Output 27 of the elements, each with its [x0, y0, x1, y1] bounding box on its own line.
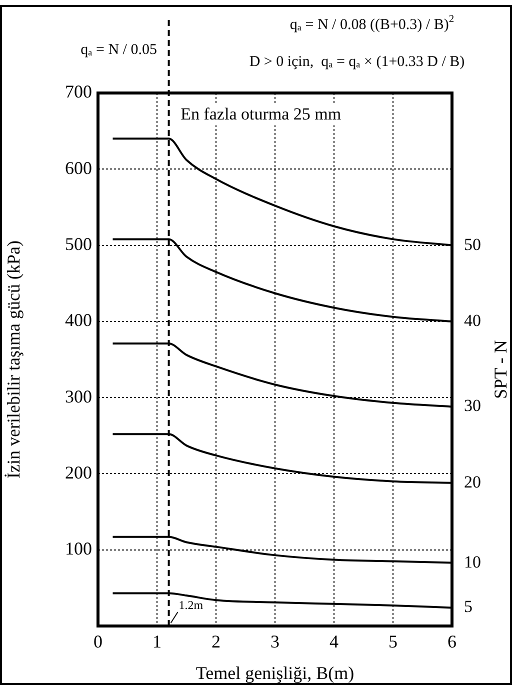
annotation: En fazla oturma 25 mm [180, 104, 342, 124]
series-label: 40 [464, 310, 481, 330]
x-tick-label: 0 [94, 632, 102, 652]
y-axis-title: İzin verilebilir taşıma gücü (kPa) [4, 240, 24, 478]
x-tick-label: 1 [152, 632, 162, 652]
series-label: 30 [464, 396, 481, 416]
x-tick-label: 4 [330, 632, 338, 652]
y-tick-label: 500 [65, 234, 92, 254]
x-tick-label: 5 [388, 632, 398, 652]
y-tick-label: 700 [65, 82, 92, 102]
x-tick-label: 2 [212, 632, 220, 652]
y-tick-label: 300 [65, 386, 92, 406]
series-label: 50 [464, 234, 481, 254]
y-tick-label: 200 [65, 462, 92, 482]
y-tick-label: 400 [65, 310, 92, 330]
ref-line-label: 1.2m [178, 598, 204, 612]
x-axis-title: Temel genişliği, B(m) [196, 662, 354, 683]
text: D > 0 için, qₐ = qₐ × (1+0.33 D / B) [249, 54, 465, 70]
series-label: 20 [464, 472, 481, 492]
series-label: 10 [464, 552, 481, 572]
y2-axis-title: SPT - N [490, 340, 511, 399]
x-tick-label: 3 [270, 632, 280, 652]
y-tick-label: 100 [65, 538, 92, 559]
x-tick-label: 6 [448, 632, 456, 652]
y-tick-label: 600 [65, 158, 92, 178]
series-label: 5 [464, 597, 472, 616]
text: qₐ = N / 0.05 [80, 42, 157, 58]
